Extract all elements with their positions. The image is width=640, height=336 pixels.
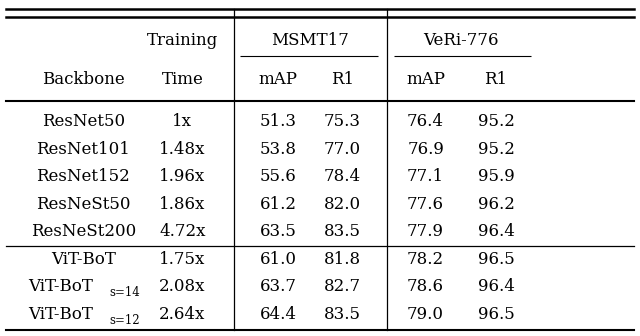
Text: 77.0: 77.0 [324,141,361,158]
Text: 1.96x: 1.96x [159,168,205,185]
Text: 64.4: 64.4 [260,306,297,323]
Text: ViT-BoT: ViT-BoT [28,306,93,323]
Text: 1.75x: 1.75x [159,251,205,268]
Text: 96.5: 96.5 [477,306,515,323]
Text: 76.4: 76.4 [407,113,444,130]
Text: 79.0: 79.0 [407,306,444,323]
Text: 96.5: 96.5 [477,251,515,268]
Text: ResNeSt50: ResNeSt50 [36,196,131,213]
Text: 63.5: 63.5 [260,223,297,240]
Text: 83.5: 83.5 [324,223,361,240]
Text: 61.2: 61.2 [260,196,297,213]
Text: 76.9: 76.9 [407,141,444,158]
Text: R1: R1 [484,72,508,88]
Text: 81.8: 81.8 [324,251,361,268]
Text: ResNet152: ResNet152 [36,168,130,185]
Text: 55.6: 55.6 [260,168,297,185]
Text: Backbone: Backbone [42,72,125,88]
Text: 96.4: 96.4 [477,279,515,295]
Text: MSMT17: MSMT17 [271,32,349,49]
Text: 96.2: 96.2 [477,196,515,213]
Text: 77.6: 77.6 [407,196,444,213]
Text: 78.4: 78.4 [324,168,361,185]
Text: 95.2: 95.2 [477,141,515,158]
Text: 2.64x: 2.64x [159,306,205,323]
Text: R1: R1 [331,72,354,88]
Text: 4.72x: 4.72x [159,223,205,240]
Text: 1x: 1x [172,113,193,130]
Text: 51.3: 51.3 [260,113,297,130]
Text: s=14: s=14 [109,287,140,299]
Text: 75.3: 75.3 [324,113,361,130]
Text: mAP: mAP [259,72,298,88]
Text: VeRi-776: VeRi-776 [423,32,499,49]
Text: ResNet101: ResNet101 [36,141,130,158]
Text: Training: Training [147,32,218,49]
Text: Time: Time [161,72,204,88]
Text: ResNet50: ResNet50 [42,113,125,130]
Text: ViT-BoT: ViT-BoT [28,279,93,295]
Text: 53.8: 53.8 [260,141,297,158]
Text: 95.9: 95.9 [477,168,515,185]
Text: 78.6: 78.6 [407,279,444,295]
Text: 1.86x: 1.86x [159,196,205,213]
Text: 77.1: 77.1 [407,168,444,185]
Text: 78.2: 78.2 [407,251,444,268]
Text: 1.48x: 1.48x [159,141,205,158]
Text: 82.0: 82.0 [324,196,361,213]
Text: 61.0: 61.0 [260,251,297,268]
Text: 95.2: 95.2 [477,113,515,130]
Text: 96.4: 96.4 [477,223,515,240]
Text: 2.08x: 2.08x [159,279,205,295]
Text: s=12: s=12 [109,314,140,327]
Text: 83.5: 83.5 [324,306,361,323]
Text: mAP: mAP [406,72,445,88]
Text: ResNeSt200: ResNeSt200 [31,223,136,240]
Text: ViT-BoT: ViT-BoT [51,251,116,268]
Text: 82.7: 82.7 [324,279,361,295]
Text: 77.9: 77.9 [407,223,444,240]
Text: 63.7: 63.7 [260,279,297,295]
